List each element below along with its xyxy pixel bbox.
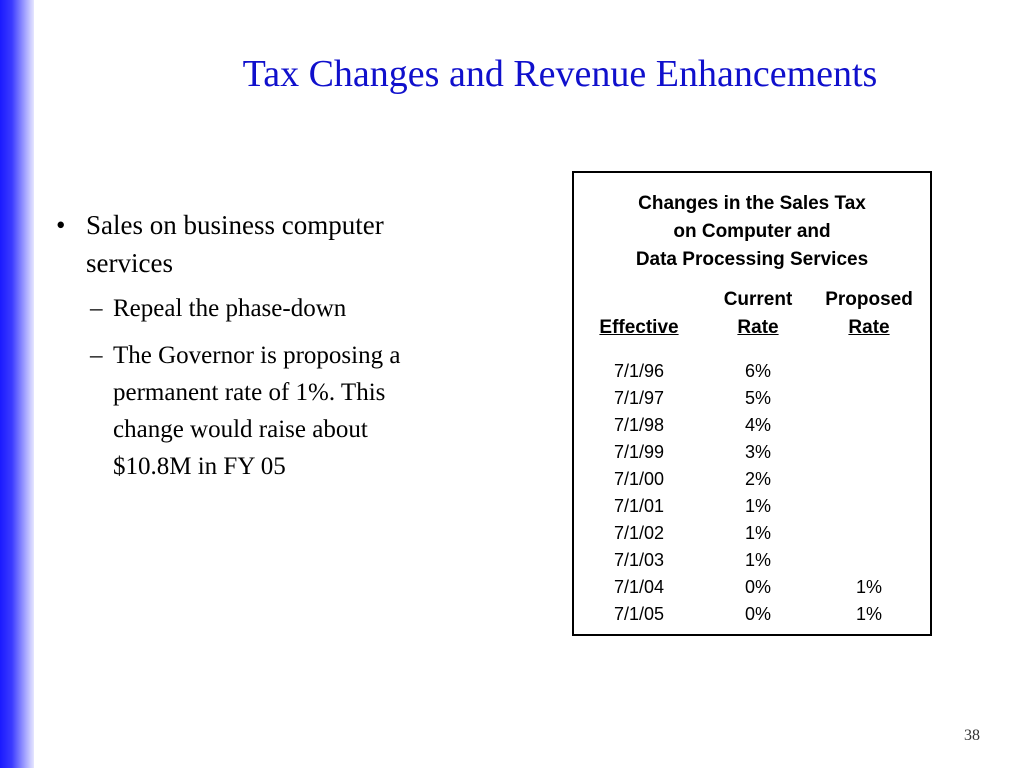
effective-cell: 7/1/05	[613, 604, 665, 624]
effective-cell: 7/1/02	[613, 523, 665, 543]
header-proposed: Proposed	[825, 289, 913, 310]
table-title-line: Data Processing Services	[635, 249, 869, 270]
current-rate-cell: 6%	[744, 361, 771, 381]
table-title-line: Changes in the Sales Tax	[638, 193, 866, 214]
table-row: 7/1/00 2%	[574, 466, 930, 493]
current-rate-cell: 3%	[744, 442, 771, 462]
sales-tax-table: Changes in the Sales Tax on Computer and…	[572, 171, 932, 636]
table-row: 7/1/04 0% 1%	[574, 574, 930, 601]
main-bullet-line: Sales on business computer	[86, 210, 384, 240]
main-bullet: • Sales on business computer services	[56, 206, 526, 282]
sub-bullet-repeal: – Repeal the phase-down	[56, 290, 526, 327]
table-row: 7/1/03 1%	[574, 547, 930, 574]
effective-cell: 7/1/96	[613, 361, 665, 381]
sub-bullet-line: change would raise about	[113, 416, 368, 443]
header-proposed-rate-label: Rate	[848, 317, 890, 338]
page-number: 38	[964, 727, 980, 744]
current-rate-cell: 0%	[744, 577, 771, 597]
header-current-rate-label: Rate	[737, 317, 779, 338]
effective-cell: 7/1/99	[613, 442, 665, 462]
sub-bullet-list: – Repeal the phase-down – The Governor i…	[56, 290, 526, 485]
effective-cell: 7/1/97	[613, 388, 665, 408]
table-row: 7/1/05 0% 1%	[574, 601, 930, 628]
effective-cell: 7/1/00	[613, 469, 665, 489]
effective-cell: 7/1/03	[613, 550, 665, 570]
sub-bullet-line: Repeal the phase-down	[113, 295, 347, 322]
dash-marker: –	[90, 295, 103, 322]
main-bullet-line: services	[86, 248, 173, 278]
current-rate-cell: 1%	[744, 496, 771, 516]
table-row: 7/1/97 5%	[574, 385, 930, 412]
current-rate-cell: 1%	[744, 523, 771, 543]
current-rate-cell: 2%	[744, 469, 771, 489]
current-rate-cell: 0%	[744, 604, 771, 624]
sub-bullet-line: The Governor is proposing a	[113, 342, 401, 369]
effective-cell: 7/1/01	[613, 496, 665, 516]
current-rate-cell: 4%	[744, 415, 771, 435]
table-rows: 7/1/96 6% 7/1/97 5% 7/1/98 4% 7/1/99 3% 7/1/00 2%…	[574, 358, 930, 628]
header-effective-label: Effective	[599, 317, 679, 338]
slide-title: Tax Changes and Revenue Enhancements	[242, 53, 878, 95]
current-rate-cell: 5%	[744, 388, 771, 408]
table-title: Changes in the Sales Tax on Computer and…	[574, 190, 930, 274]
table-row: 7/1/01 1%	[574, 493, 930, 520]
sub-bullet-line: permanent rate of 1%. This	[113, 379, 386, 406]
table-title-line: on Computer and	[673, 221, 831, 242]
table-row: 7/1/98 4%	[574, 412, 930, 439]
bullet-marker: •	[56, 210, 66, 240]
header-current-rate: Rate	[712, 314, 804, 342]
proposed-rate-cell: 1%	[855, 577, 882, 597]
header-proposed-rate: Rate	[814, 314, 924, 342]
proposed-rate-cell: 1%	[855, 604, 882, 624]
table-row: 7/1/99 3%	[574, 439, 930, 466]
effective-cell: 7/1/98	[613, 415, 665, 435]
current-rate-cell: 1%	[744, 550, 771, 570]
table-row: 7/1/02 1%	[574, 520, 930, 547]
dash-marker: –	[90, 342, 103, 369]
header-effective: Effective	[584, 314, 694, 342]
bullet-list: • Sales on business computer services – …	[56, 206, 526, 495]
decorative-sidebar	[0, 0, 34, 768]
table-row: 7/1/96 6%	[574, 358, 930, 385]
header-current: Current	[723, 289, 793, 310]
sub-bullet-line: $10.8M in FY 05	[113, 453, 286, 480]
effective-cell: 7/1/04	[613, 577, 665, 597]
sub-bullet-governor-proposal: – The Governor is proposing a permanent …	[56, 337, 526, 485]
